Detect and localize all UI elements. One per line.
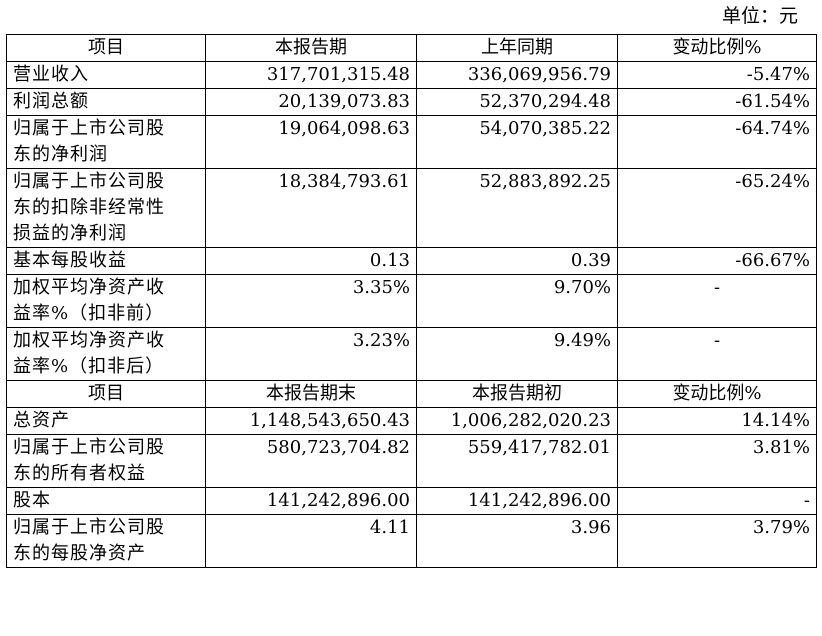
row-label-line: 归属于上市公司股 xyxy=(13,118,165,139)
row-label: 基本每股收益 xyxy=(6,247,206,275)
table-header-row: 项目 本报告期末 本报告期初 变动比例% xyxy=(6,380,817,408)
table-row: 归属于上市公司股 东的每股净资产 4.11 3.96 3.79% xyxy=(6,514,817,568)
row-label: 加权平均净资产收 益率%（扣非前） xyxy=(6,274,206,328)
prior-value: 336,069,956.79 xyxy=(416,61,618,89)
row-label: 归属于上市公司股 东的净利润 xyxy=(6,115,206,169)
prior-value: 52,370,294.48 xyxy=(416,88,618,116)
financial-table: 项目 本报告期 上年同期 变动比例% 营业收入 317,701,315.48 336,069… xyxy=(6,34,817,568)
row-label-line: 基本每股收益 xyxy=(13,250,127,271)
row-label-line: 损益的净利润 xyxy=(13,223,127,244)
prior-value: 141,242,896.00 xyxy=(416,487,618,515)
row-label-line: 益率%（扣非前） xyxy=(13,303,165,324)
change-ratio: 14.14% xyxy=(617,407,817,435)
current-value: 3.35% xyxy=(205,274,417,328)
row-label: 加权平均净资产收 益率%（扣非后） xyxy=(6,327,206,381)
column-header: 变动比例% xyxy=(617,34,817,62)
row-label-line: 股本 xyxy=(13,490,51,511)
row-label-line: 总资产 xyxy=(13,410,70,431)
unit-label: 单位：元 xyxy=(721,5,798,27)
row-label: 总资产 xyxy=(6,407,206,435)
table-row: 归属于上市公司股 东的扣除非经常性 损益的净利润 18,384,793.61 52,88… xyxy=(6,168,817,248)
column-header: 本报告期 xyxy=(205,34,417,62)
change-ratio: -65.24% xyxy=(617,168,817,248)
change-ratio: - xyxy=(617,274,817,328)
table-row: 归属于上市公司股 东的净利润 19,064,098.63 54,070,385.22-… xyxy=(6,115,817,169)
change-ratio: - xyxy=(617,327,817,381)
row-label-line: 归属于上市公司股 xyxy=(13,517,165,538)
current-value: 4.11 xyxy=(205,514,417,568)
row-label-line: 利润总额 xyxy=(13,91,89,112)
current-value: 141,242,896.00 xyxy=(205,487,417,515)
column-header: 项目 xyxy=(6,34,206,62)
row-label-line: 东的扣除非经常性 xyxy=(13,197,165,218)
row-label-line: 归属于上市公司股 xyxy=(13,171,165,192)
row-label: 营业收入 xyxy=(6,61,206,89)
row-label: 归属于上市公司股 东的扣除非经常性 损益的净利润 xyxy=(6,168,206,248)
current-value: 1,148,543,650.43 xyxy=(205,407,417,435)
column-header: 本报告期末 xyxy=(205,380,417,408)
current-value: 580,723,704.82 xyxy=(205,434,417,488)
change-ratio: -61.54% xyxy=(617,88,817,116)
table-row: 股本 141,242,896.00 141,242,896.00- xyxy=(6,487,817,515)
column-header: 上年同期 xyxy=(416,34,618,62)
row-label: 归属于上市公司股 东的每股净资产 xyxy=(6,514,206,568)
row-label: 归属于上市公司股 东的所有者权益 xyxy=(6,434,206,488)
current-value: 18,384,793.61 xyxy=(205,168,417,248)
row-label-line: 归属于上市公司股 xyxy=(13,437,165,458)
prior-value: 9.70% xyxy=(416,274,618,328)
current-value: 19,064,098.63 xyxy=(205,115,417,169)
table-header-row: 项目 本报告期 上年同期 变动比例% xyxy=(6,34,817,62)
column-header: 项目 xyxy=(6,380,206,408)
row-label: 利润总额 xyxy=(6,88,206,116)
current-value: 3.23% xyxy=(205,327,417,381)
row-label-line: 加权平均净资产收 xyxy=(13,277,165,298)
change-ratio: -66.67% xyxy=(617,247,817,275)
prior-value: 0.39 xyxy=(416,247,618,275)
prior-value: 54,070,385.22 xyxy=(416,115,618,169)
table-row: 基本每股收益 0.13 0.39 -66.67% xyxy=(6,247,817,275)
table-row: 加权平均净资产收 益率%（扣非前） 3.35% 9.70% - xyxy=(6,274,817,328)
current-value: 0.13 xyxy=(205,247,417,275)
row-label-line: 东的净利润 xyxy=(13,144,108,165)
prior-value: 52,883,892.25 xyxy=(416,168,618,248)
row-label-line: 营业收入 xyxy=(13,64,89,85)
table-row: 总资产 1,148,543,650.43 1,006,282,020.23 14.14… xyxy=(6,407,817,435)
table-row: 归属于上市公司股 东的所有者权益 580,723,704.82 559,417,782… xyxy=(6,434,817,488)
change-ratio: 3.81% xyxy=(617,434,817,488)
table-row: 加权平均净资产收 益率%（扣非后） 3.23% 9.49% - xyxy=(6,327,817,381)
row-label: 股本 xyxy=(6,487,206,515)
prior-value: 1,006,282,020.23 xyxy=(416,407,618,435)
row-label-line: 加权平均净资产收 xyxy=(13,330,165,351)
table-row: 利润总额 20,139,073.83 52,370,294.48 -61.54% xyxy=(6,88,817,116)
change-ratio: - xyxy=(617,487,817,515)
row-label-line: 东的所有者权益 xyxy=(13,463,146,484)
row-label-line: 益率%（扣非后） xyxy=(13,356,165,377)
current-value: 317,701,315.48 xyxy=(205,61,417,89)
prior-value: 3.96 xyxy=(416,514,618,568)
row-label-line: 东的每股净资产 xyxy=(13,543,146,564)
prior-value: 559,417,782.01 xyxy=(416,434,618,488)
change-ratio: -5.47% xyxy=(617,61,817,89)
current-value: 20,139,073.83 xyxy=(205,88,417,116)
table-row: 营业收入 317,701,315.48 336,069,956.79 -5.47% xyxy=(6,61,817,89)
change-ratio: -64.74% xyxy=(617,115,817,169)
prior-value: 9.49% xyxy=(416,327,618,381)
column-header: 本报告期初 xyxy=(416,380,618,408)
column-header: 变动比例% xyxy=(617,380,817,408)
change-ratio: 3.79% xyxy=(617,514,817,568)
